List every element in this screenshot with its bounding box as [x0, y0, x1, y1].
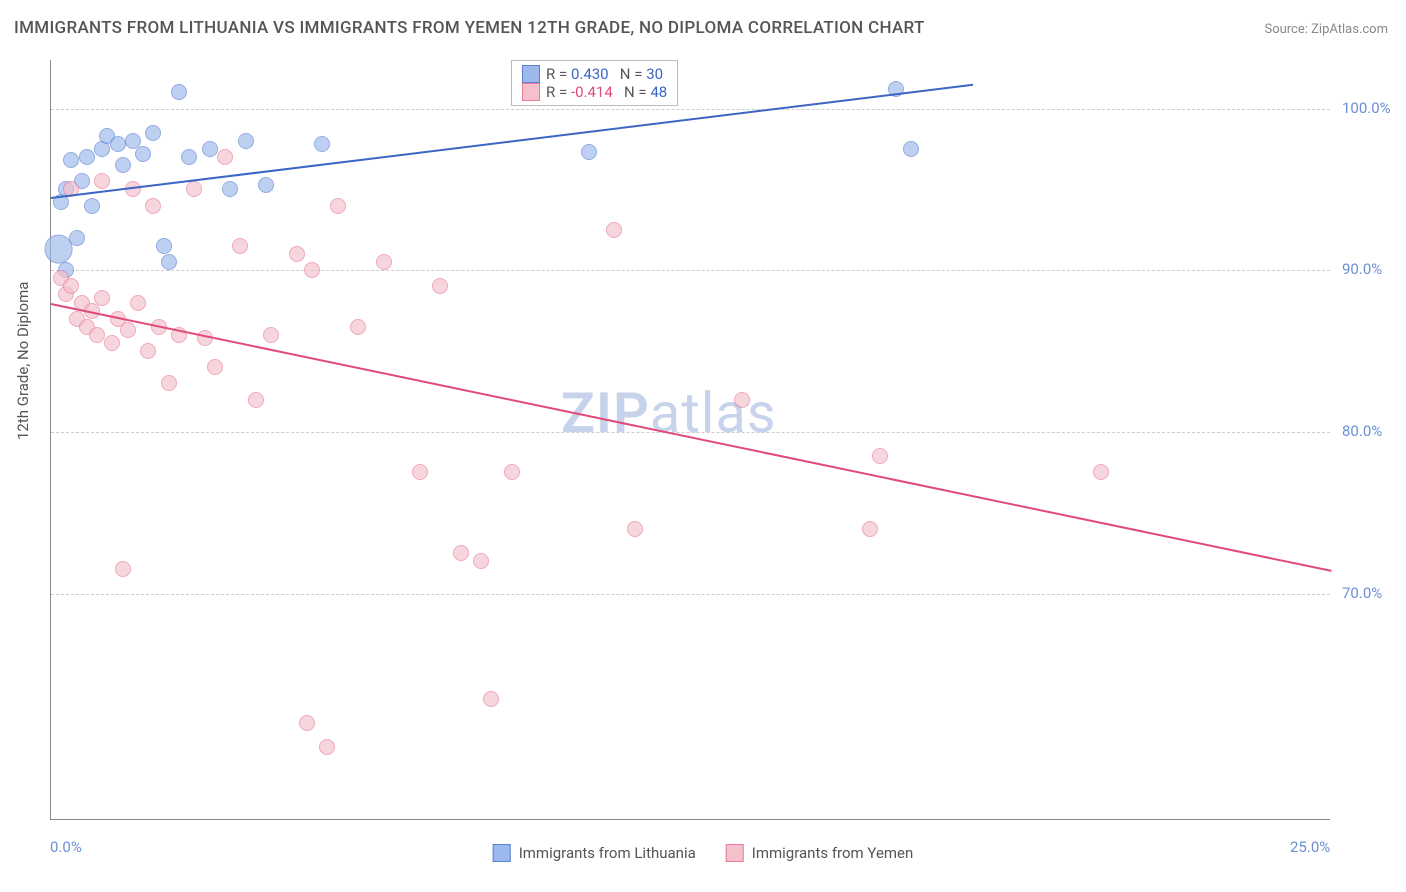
legend-label-lithuania: Immigrants from Lithuania [519, 844, 696, 862]
scatter-point [453, 545, 469, 561]
scatter-point [238, 133, 254, 149]
y-tick-label: 90.0% [1342, 260, 1382, 278]
scatter-point [145, 125, 161, 141]
y-tick-label: 70.0% [1342, 584, 1382, 602]
scatter-point [94, 290, 110, 306]
y-axis-label: 12th Grade, No Diploma [14, 282, 32, 440]
scatter-point [156, 238, 172, 254]
scatter-point [862, 521, 878, 537]
scatter-point [120, 322, 136, 338]
scatter-point [207, 359, 223, 375]
legend-bottom: Immigrants from Lithuania Immigrants fro… [493, 844, 914, 862]
scatter-point [232, 238, 248, 254]
scatter-point [89, 327, 105, 343]
legend-row: R = 0.430 N = 30 [522, 65, 667, 83]
scatter-point [314, 136, 330, 152]
scatter-point [903, 141, 919, 157]
scatter-point [94, 173, 110, 189]
scatter-point [104, 335, 120, 351]
scatter-point [432, 278, 448, 294]
gridline [51, 109, 1330, 110]
scatter-point [263, 327, 279, 343]
x-tick-label: 25.0% [1290, 838, 1330, 856]
scatter-point [299, 715, 315, 731]
scatter-point [69, 230, 85, 246]
scatter-point [135, 146, 151, 162]
scatter-point [330, 198, 346, 214]
chart-container: IMMIGRANTS FROM LITHUANIA VS IMMIGRANTS … [0, 0, 1406, 892]
scatter-point [319, 739, 335, 755]
scatter-point [161, 254, 177, 270]
scatter-point [473, 553, 489, 569]
scatter-point [248, 392, 264, 408]
scatter-point [504, 464, 520, 480]
source-label: Source: ZipAtlas.com [1264, 22, 1388, 37]
scatter-point [115, 561, 131, 577]
scatter-point [222, 181, 238, 197]
legend-item-yemen: Immigrants from Yemen [726, 844, 914, 862]
chart-title: IMMIGRANTS FROM LITHUANIA VS IMMIGRANTS … [14, 18, 925, 38]
scatter-point [304, 262, 320, 278]
scatter-point [84, 198, 100, 214]
legend-row: R = -0.414 N = 48 [522, 83, 667, 101]
swatch-lithuania-icon [493, 844, 511, 862]
watermark: ZIPatlas [561, 380, 777, 446]
scatter-point [145, 198, 161, 214]
scatter-point [181, 149, 197, 165]
scatter-point [412, 464, 428, 480]
scatter-point [483, 691, 499, 707]
legend-label-yemen: Immigrants from Yemen [752, 844, 914, 862]
scatter-point [734, 392, 750, 408]
scatter-point [258, 177, 274, 193]
trend-line [51, 303, 1331, 572]
swatch-icon [522, 83, 540, 101]
scatter-point [130, 295, 146, 311]
x-tick-label: 0.0% [50, 838, 82, 856]
scatter-point [627, 521, 643, 537]
scatter-point [581, 144, 597, 160]
scatter-point [217, 149, 233, 165]
scatter-point [171, 84, 187, 100]
plot-area: ZIPatlas R = 0.430 N = 30R = -0.414 N = … [50, 60, 1330, 820]
swatch-icon [522, 65, 540, 83]
y-tick-label: 100.0% [1342, 99, 1391, 117]
scatter-point [63, 278, 79, 294]
scatter-point [63, 152, 79, 168]
scatter-point [79, 149, 95, 165]
scatter-point [1093, 464, 1109, 480]
gridline [51, 270, 1330, 271]
correlation-legend: R = 0.430 N = 30R = -0.414 N = 48 [511, 60, 678, 106]
swatch-yemen-icon [726, 844, 744, 862]
scatter-point [186, 181, 202, 197]
legend-item-lithuania: Immigrants from Lithuania [493, 844, 696, 862]
scatter-point [140, 343, 156, 359]
scatter-point [606, 222, 622, 238]
scatter-point [202, 141, 218, 157]
y-tick-label: 80.0% [1342, 422, 1382, 440]
scatter-point [376, 254, 392, 270]
gridline [51, 432, 1330, 433]
scatter-point [350, 319, 366, 335]
scatter-point [289, 246, 305, 262]
scatter-point [110, 136, 126, 152]
scatter-point [115, 157, 131, 173]
scatter-point [161, 375, 177, 391]
scatter-point [872, 448, 888, 464]
gridline [51, 594, 1330, 595]
